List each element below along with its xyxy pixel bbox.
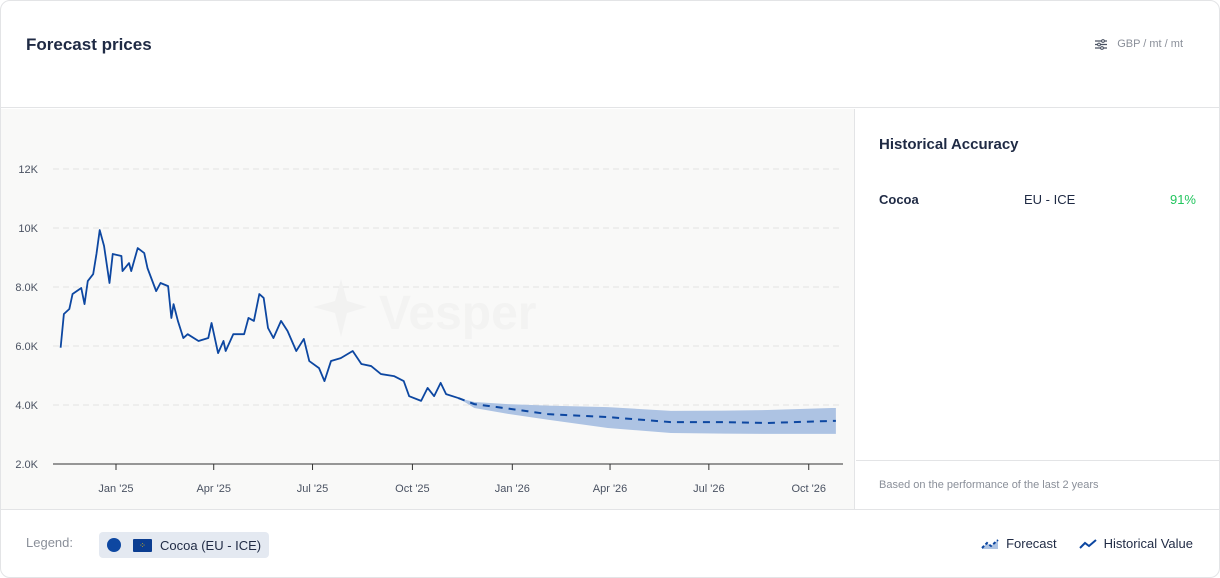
legend-forecast-label: Forecast <box>1006 536 1057 551</box>
line-chart-icon <box>1078 538 1097 549</box>
card-header: Forecast prices GBP / mt / mt <box>1 1 1219 108</box>
x-tick-label: Apr '26 <box>593 483 628 495</box>
accuracy-title: Historical Accuracy <box>879 136 1019 153</box>
legend-chip-label: Cocoa (EU - ICE) <box>160 537 262 553</box>
x-tick-label: Jan '26 <box>495 483 530 495</box>
x-tick-label: Oct '25 <box>395 483 430 495</box>
vesper-watermark: Vesper <box>313 279 536 340</box>
market-name: EU - ICE <box>1024 192 1076 207</box>
vesper-watermark-text: Vesper <box>379 287 536 340</box>
accuracy-panel: Historical Accuracy Cocoa EU - ICE 91% B… <box>856 109 1219 509</box>
x-tick-label: Apr '25 <box>196 483 231 495</box>
legend-historical-label: Historical Value <box>1103 536 1193 551</box>
y-tick-label: 8.0K <box>15 282 38 294</box>
accuracy-note: Based on the performance of the last 2 y… <box>856 460 1219 509</box>
page-title: Forecast prices <box>26 35 152 54</box>
legend-historical: Historical Value <box>1078 536 1193 551</box>
forecast-area-icon <box>981 538 999 549</box>
y-tick-label: 2.0K <box>15 459 38 471</box>
units-label: GBP / mt / mt <box>1117 38 1183 50</box>
eu-flag-icon: ⁘ <box>133 538 152 552</box>
legend-bar: Legend: ⁘ Cocoa (EU - ICE) Forecast Hist… <box>1 509 1219 577</box>
forecast-line <box>457 396 836 424</box>
accuracy-row: Cocoa EU - ICE 91% <box>879 192 1196 207</box>
vesper-logo-icon <box>313 279 367 337</box>
x-tick-label: Oct '26 <box>791 483 826 495</box>
units-selector[interactable]: GBP / mt / mt <box>1095 38 1183 50</box>
forecast-band <box>458 397 836 434</box>
legend-forecast: Forecast <box>981 536 1057 551</box>
x-tick-label: Jan '25 <box>98 483 133 495</box>
legend-label: Legend: <box>26 535 73 550</box>
y-tick-label: 10K <box>18 223 38 235</box>
y-tick-label: 6.0K <box>15 341 38 353</box>
accuracy-value: 91% <box>1169 192 1196 207</box>
y-tick-label: 12K <box>18 164 38 176</box>
x-tick-label: Jul '26 <box>693 483 724 495</box>
y-tick-label: 4.0K <box>15 400 38 412</box>
price-chart[interactable]: Vesper 2.0K 4.0K 6.0K 8.0K 10K 12K Jan '25 Apr '… <box>1 109 855 509</box>
sliders-icon <box>1095 38 1108 50</box>
commodity-name: Cocoa <box>879 192 919 207</box>
x-tick-label: Jul '25 <box>297 483 328 495</box>
historical-line <box>59 229 459 402</box>
legend-chip-cocoa[interactable]: ⁘ Cocoa (EU - ICE) <box>99 532 270 558</box>
chart-area: Vesper 2.0K 4.0K 6.0K 8.0K 10K 12K Jan '25 Apr '… <box>1 109 855 509</box>
series-color-dot <box>107 538 121 552</box>
